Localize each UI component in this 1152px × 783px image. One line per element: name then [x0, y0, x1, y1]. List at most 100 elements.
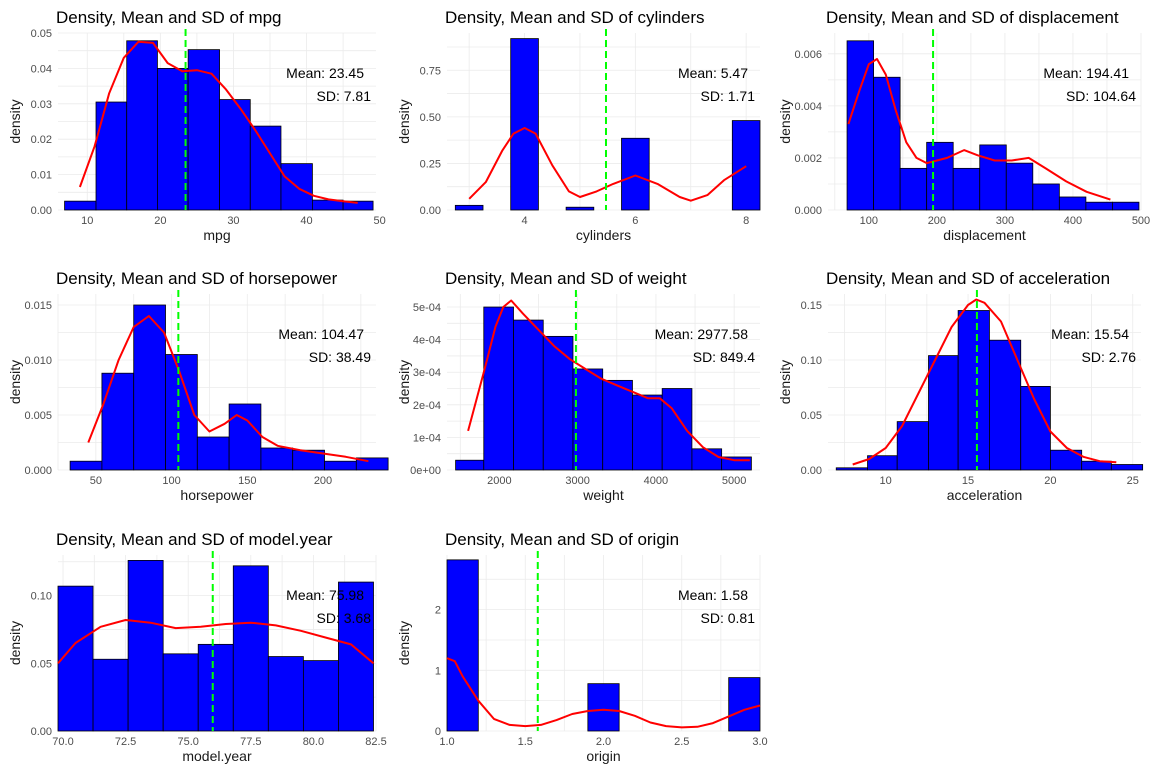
- histogram-bar: [219, 99, 251, 211]
- x-tick-label: 2.5: [674, 736, 689, 748]
- y-axis-title: density: [7, 99, 23, 143]
- mean-annotation: Mean: 1.58: [678, 587, 748, 603]
- mean-annotation: Mean: 194.41: [1043, 65, 1129, 81]
- bars: [57, 560, 374, 732]
- y-axis-title: density: [777, 360, 793, 404]
- histogram-bar: [64, 200, 97, 211]
- histogram-bar: [232, 565, 269, 732]
- chart-title: Density, Mean and SD of displacement: [826, 8, 1119, 27]
- density-curve: [852, 298, 1117, 466]
- density-curve: [87, 315, 369, 463]
- chart-panel-8: 0 1 2 1.0 1.5 2.0 2.5 3.0 Density, Mean and SD o…: [396, 530, 768, 764]
- y-tick-label: 0: [435, 726, 441, 738]
- x-tick-label: 30: [227, 215, 239, 227]
- y-tick-label: 2: [435, 605, 441, 617]
- histogram-bar: [1110, 464, 1144, 471]
- y-tick-label: 0.000: [794, 205, 822, 217]
- bars: [64, 40, 374, 211]
- histogram-bar: [57, 585, 94, 732]
- y-axis-title: density: [396, 360, 412, 404]
- x-tick-label: 200: [928, 215, 946, 227]
- y-axis-title: density: [396, 621, 412, 665]
- sd-annotation: SD: 1.71: [701, 88, 756, 104]
- sd-annotation: SD: 7.81: [317, 88, 372, 104]
- histogram-bar: [1112, 201, 1140, 211]
- histogram-bar: [731, 120, 761, 211]
- histogram-bar: [157, 68, 189, 211]
- histogram-bar: [979, 144, 1007, 211]
- y-tick-label: 0.75: [420, 65, 441, 77]
- y-tick-label: 1e-04: [413, 432, 441, 444]
- histogram-bar: [260, 447, 294, 471]
- chart-panel-5: 0e+00 1e-04 2e-04 3e-04 4e-04 5e-04 2000 3000 40…: [396, 269, 760, 503]
- bars: [69, 304, 389, 471]
- y-tick-label: 0.004: [794, 101, 822, 113]
- histogram-bar: [1032, 183, 1060, 211]
- chart-panel-6: 0.00 0.05 0.10 0.15 10 15 20 25 Density, Mean an…: [777, 269, 1144, 503]
- histogram-bar: [228, 403, 262, 471]
- histogram-bar: [728, 677, 761, 732]
- histogram-bar: [873, 76, 901, 211]
- bars: [446, 559, 761, 732]
- y-tick-label: 2e-04: [413, 400, 441, 412]
- x-tick-label: 72.5: [115, 736, 136, 748]
- histogram-bar: [1058, 196, 1087, 211]
- y-tick-label: 0.25: [420, 158, 441, 170]
- histogram-bar: [127, 560, 164, 732]
- x-tick-label: 82.5: [365, 736, 386, 748]
- chart-title: Density, Mean and SD of weight: [445, 269, 687, 288]
- y-axis-title: density: [7, 621, 23, 665]
- histogram-bar: [952, 167, 981, 211]
- histogram-bar: [691, 448, 723, 471]
- histogram-bar: [621, 137, 650, 211]
- x-tick-label: 4000: [644, 475, 668, 487]
- y-tick-label: 0.05: [801, 410, 822, 422]
- bars: [846, 40, 1140, 211]
- x-axis-title: weight: [582, 487, 624, 503]
- x-tick-label: 4: [521, 215, 527, 227]
- y-tick-label: 0.10: [801, 355, 822, 367]
- x-tick-label: 1.0: [439, 736, 454, 748]
- x-tick-label: 77.5: [240, 736, 261, 748]
- histogram-bar: [957, 310, 990, 471]
- y-tick-label: 5e-04: [413, 302, 441, 314]
- chart-panel-1: 0.00 0.01 0.02 0.03 0.04 0.05 10 20 30 40 50 Densit…: [7, 8, 386, 243]
- histogram-bar: [928, 355, 959, 471]
- chart-title: Density, Mean and SD of model.year: [56, 530, 333, 549]
- histogram-bar: [926, 141, 954, 211]
- histogram-bar: [92, 658, 129, 732]
- x-tick-label: 70.0: [52, 736, 73, 748]
- x-tick-label: 150: [238, 475, 256, 487]
- histogram-bar: [324, 460, 357, 471]
- histogram-bar: [899, 167, 928, 211]
- histogram-bar: [302, 660, 339, 732]
- chart-title: Density, Mean and SD of cylinders: [445, 8, 705, 27]
- chart-title: Density, Mean and SD of acceleration: [826, 269, 1110, 288]
- histogram-bar: [95, 101, 128, 211]
- sd-annotation: SD: 38.49: [309, 349, 371, 365]
- x-tick-label: 40: [300, 215, 312, 227]
- histogram-bar: [483, 306, 514, 471]
- x-tick-label: 400: [1064, 215, 1082, 227]
- chart-panel-4: 0.000 0.005 0.010 0.015 50 100 150 200 Density, …: [7, 269, 389, 503]
- histogram-bar: [249, 125, 282, 211]
- y-tick-label: 0.04: [31, 63, 52, 75]
- histogram-bar: [101, 372, 135, 471]
- density-curve: [446, 657, 761, 729]
- density-curve: [78, 40, 358, 204]
- x-tick-label: 1.5: [518, 736, 533, 748]
- histogram-bar: [572, 368, 604, 471]
- y-axis-title: density: [396, 99, 412, 143]
- x-tick-label: 2.0: [596, 736, 611, 748]
- y-tick-label: 0.002: [794, 153, 822, 165]
- histogram-bar: [510, 38, 539, 211]
- histogram-bar: [1049, 449, 1083, 471]
- x-tick-label: 10: [81, 215, 93, 227]
- histogram-bar: [133, 304, 166, 471]
- x-tick-label: 10: [880, 475, 892, 487]
- y-tick-label: 0.010: [24, 355, 52, 367]
- x-tick-label: 75.0: [177, 736, 198, 748]
- histogram-bar: [162, 653, 199, 732]
- histogram-bar: [292, 449, 325, 471]
- histogram-bar: [196, 436, 230, 471]
